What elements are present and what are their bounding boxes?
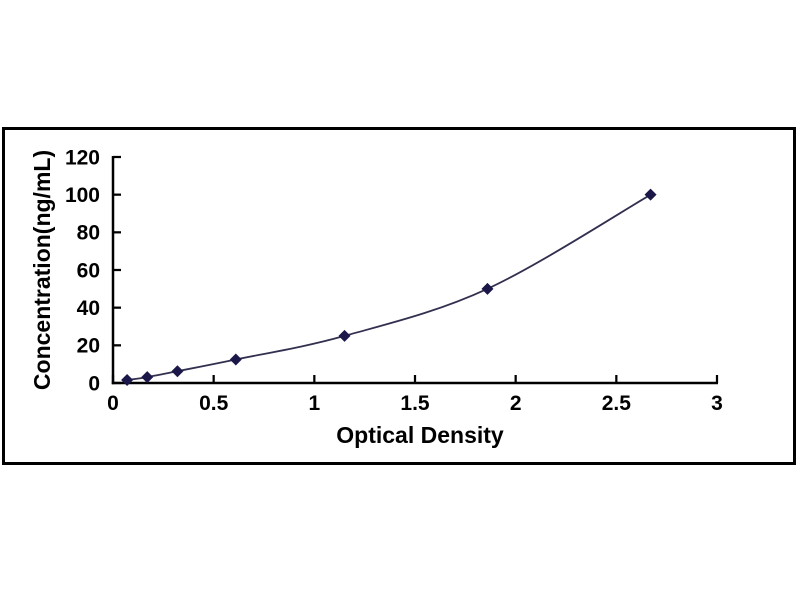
x-tick-label: 2 xyxy=(510,392,522,415)
data-point-marker xyxy=(121,374,134,387)
x-tick-label: 1 xyxy=(308,392,320,415)
y-axis-title: Concentration(ng/mL) xyxy=(29,150,55,390)
y-tick-label: 60 xyxy=(77,259,100,282)
data-point-marker xyxy=(644,188,657,201)
y-tick-label: 80 xyxy=(77,222,100,245)
y-tick-label: 40 xyxy=(77,297,100,320)
chart-frame xyxy=(2,127,796,465)
x-axis-ticks: 0 0.5 1 1.5 2 2.5 3 xyxy=(107,375,723,415)
data-points xyxy=(121,188,657,387)
x-tick-label: 2.5 xyxy=(602,392,632,415)
y-axis-ticks: 0 20 40 60 80 100 120 xyxy=(65,146,121,395)
x-axis-title: Optical Density xyxy=(336,422,504,448)
x-tick-label: 1.5 xyxy=(400,392,430,415)
y-tick-label: 20 xyxy=(77,335,100,358)
data-point-marker xyxy=(338,329,351,342)
x-tick-label: 0.5 xyxy=(199,392,229,415)
y-tick-label: 120 xyxy=(65,146,100,169)
data-point-marker xyxy=(171,365,184,378)
data-point-marker xyxy=(481,282,494,295)
x-tick-label: 0 xyxy=(107,392,119,415)
y-tick-label: 100 xyxy=(65,184,100,207)
x-tick-label: 3 xyxy=(711,392,723,415)
data-point-marker xyxy=(229,353,242,366)
data-point-marker xyxy=(141,371,154,384)
y-tick-label: 0 xyxy=(88,372,100,395)
